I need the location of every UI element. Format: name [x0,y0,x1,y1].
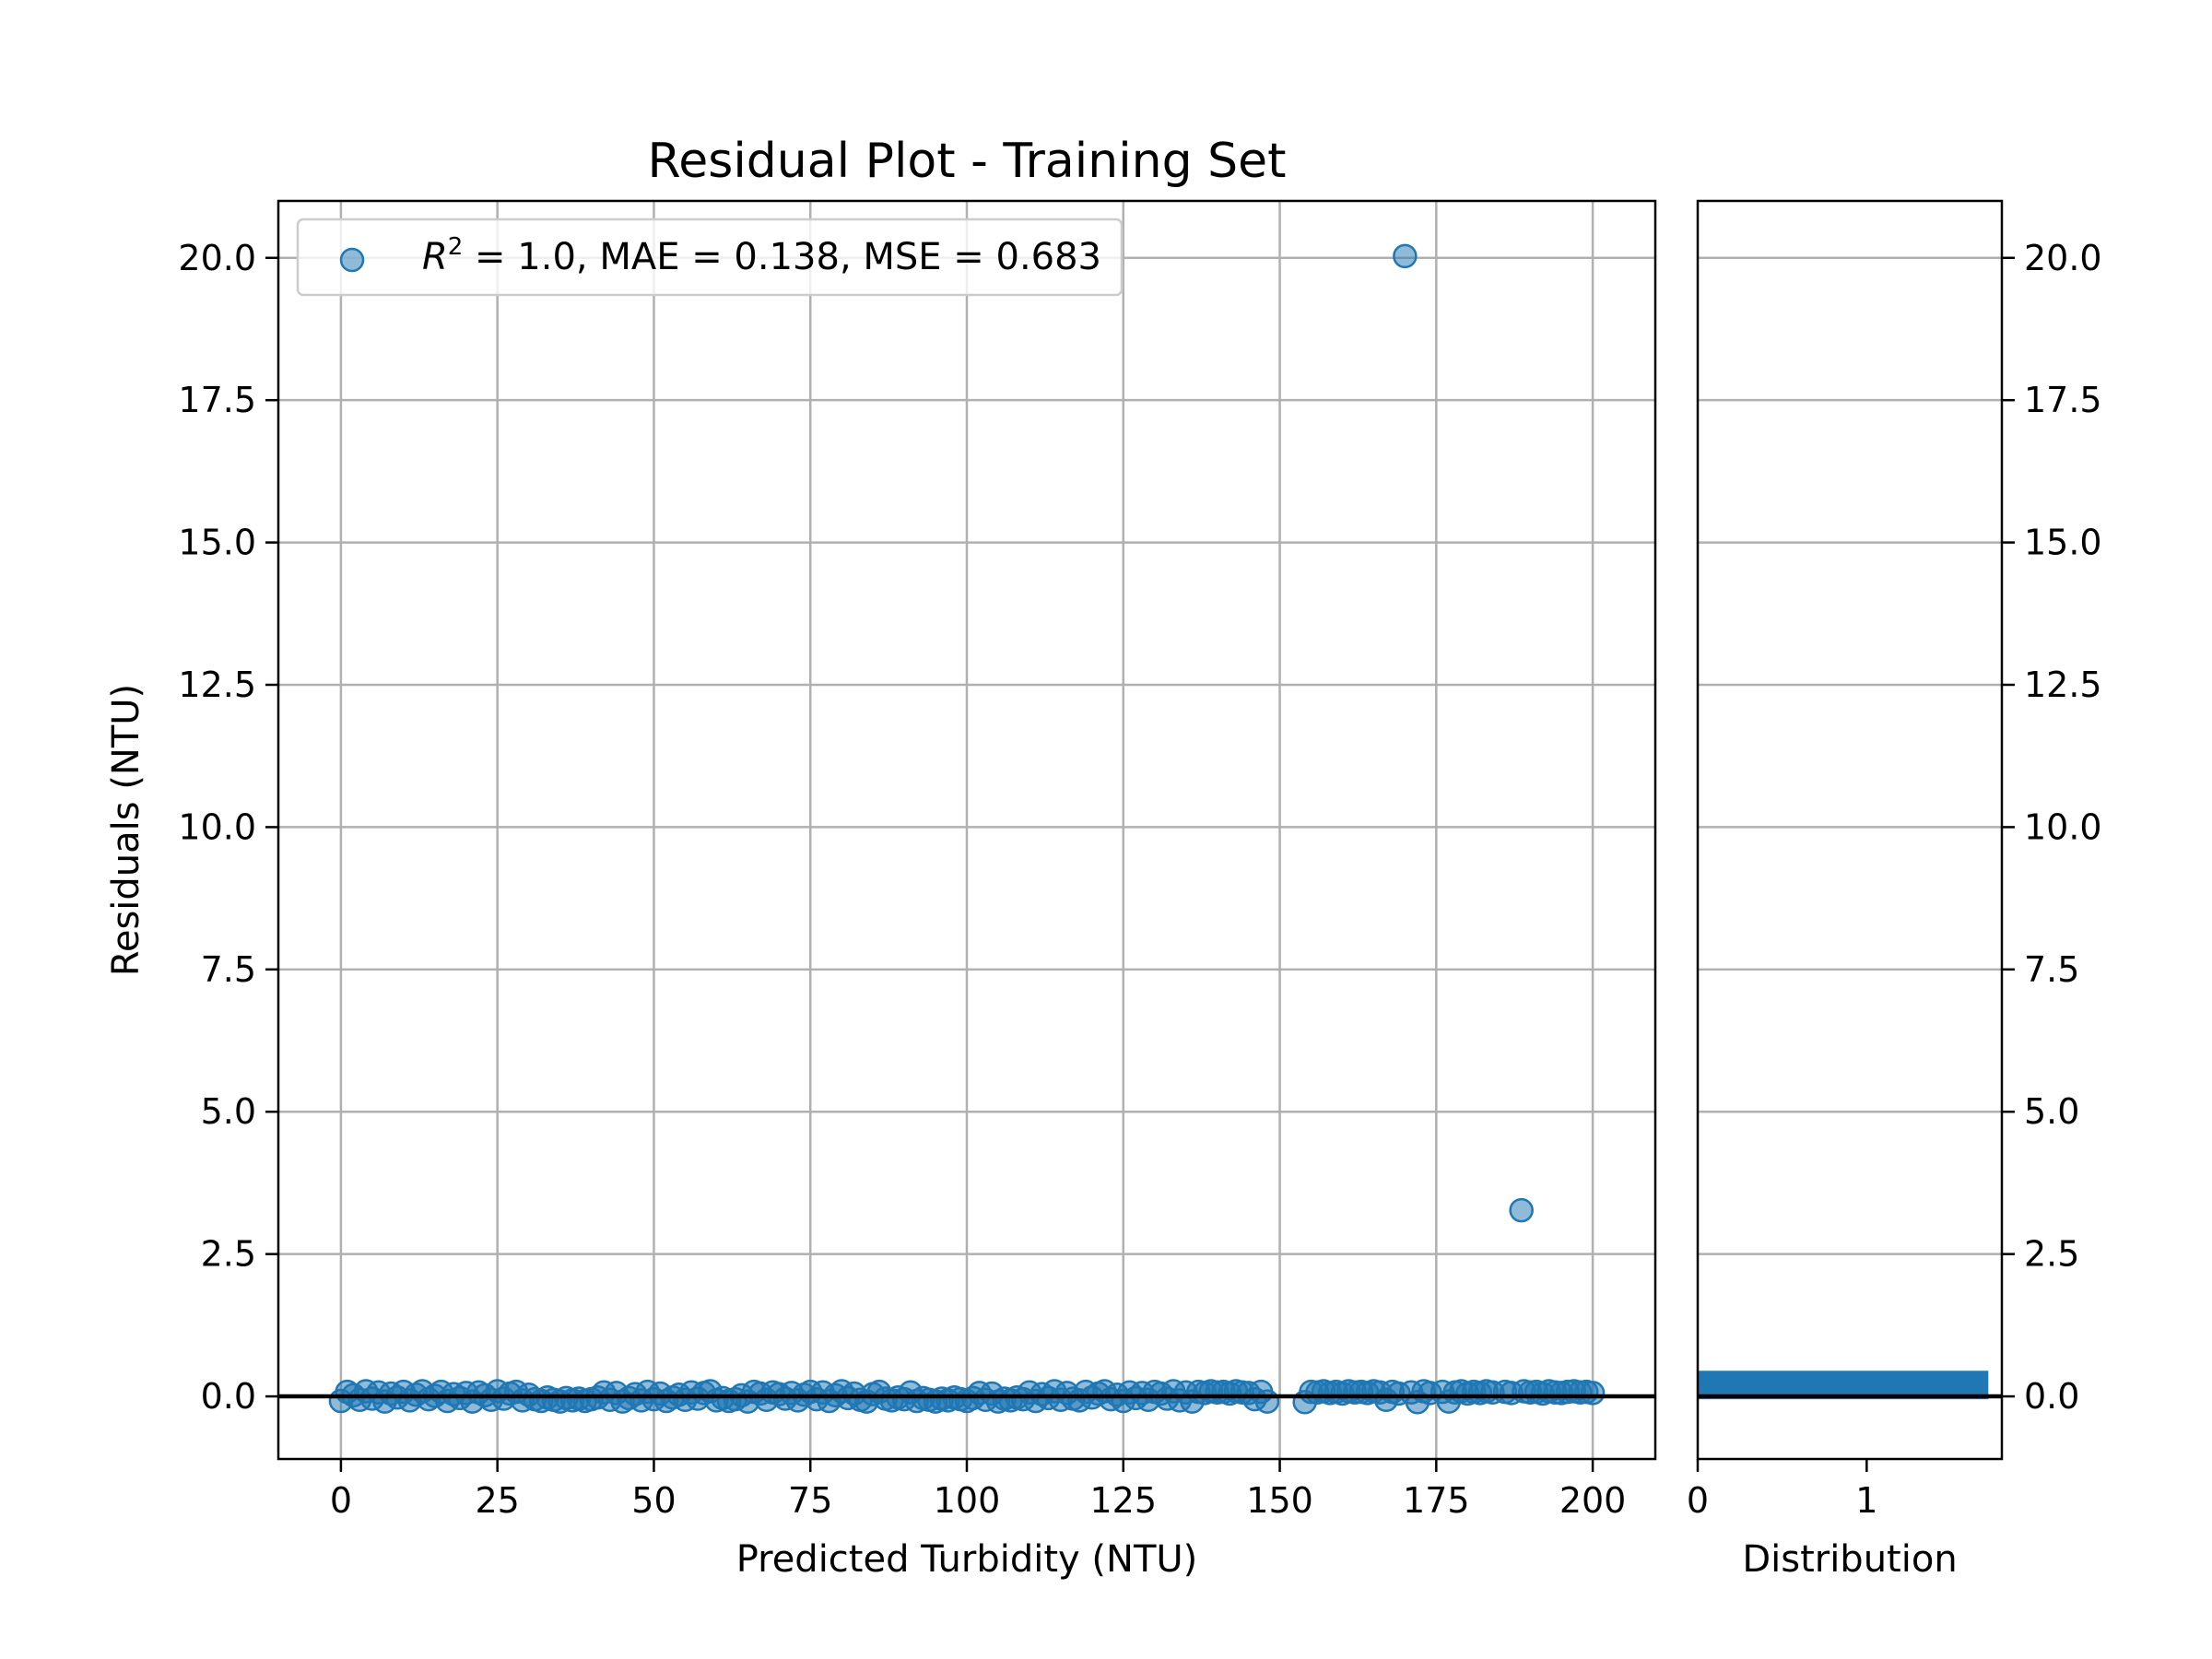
x-tick-label: 200 [1559,1480,1627,1521]
y-axis-label: Residuals (NTU) [105,684,147,976]
y-tick-label: 12.5 [178,665,256,705]
legend-marker [339,247,365,273]
distribution-y-tick-label: 10.0 [2024,806,2102,847]
x-tick-label: 150 [1246,1480,1313,1521]
distribution-y-tick-label: 15.0 [2024,523,2102,563]
x-tick-label: 125 [1090,1480,1158,1521]
residual-scatter-panel: 0 25 50 75 100 125 150 175 200 0.0 2.5 5.0 7.5 10.0 1… [105,134,1657,1581]
distribution-grid [1698,256,2002,1398]
distribution-axes-frame [1696,199,2004,1461]
distribution-y-ticks: 0.0 2.5 5.0 7.5 10.0 12.5 15.0 17.5 20.0 [2002,238,2102,1417]
main-x-ticks: 0 25 50 75 100 125 150 175 200 [330,1459,1627,1521]
x-tick-label: 75 [788,1480,832,1521]
distribution-y-tick-label: 7.5 [2024,949,2079,990]
x-axis-label: Predicted Turbidity (NTU) [736,1538,1198,1581]
legend-label: R2 = 1.0, MAE = 0.138, MSE = 0.683 [422,233,1101,278]
x-tick-label: 175 [1403,1480,1470,1521]
distribution-x-tick-label: 1 [1855,1480,1877,1521]
x-tick-label: 25 [476,1480,520,1521]
distribution-y-tick-label: 20.0 [2024,238,2102,278]
legend-r-symbol: R [422,236,448,278]
legend: R2 = 1.0, MAE = 0.138, MSE = 0.683 [296,218,1124,297]
y-tick-label: 2.5 [201,1234,256,1275]
y-tick-label: 5.0 [201,1091,256,1132]
distribution-y-tick-label: 2.5 [2024,1234,2079,1275]
distribution-y-tick-label: 17.5 [2024,380,2102,420]
distribution-x-tick-label: 0 [1687,1480,1709,1521]
x-tick-label: 50 [631,1480,676,1521]
y-tick-label: 10.0 [178,806,256,847]
y-tick-label: 17.5 [178,380,256,420]
legend-r-superscript: 2 [448,233,464,261]
data-point [1393,243,1418,269]
distribution-y-tick-label: 0.0 [2024,1376,2079,1417]
x-tick-label: 100 [934,1480,1001,1521]
distribution-axis-label: Distribution [1742,1538,1957,1581]
y-tick-label: 20.0 [178,238,256,278]
legend-metrics: = 1.0, MAE = 0.138, MSE = 0.683 [463,236,1101,278]
y-tick-label: 0.0 [201,1376,256,1417]
data-point [1254,1389,1280,1414]
chart-title: Residual Plot - Training Set [647,134,1286,189]
legend-box [296,218,1124,297]
distribution-y-tick-label: 12.5 [2024,665,2102,705]
y-tick-label: 15.0 [178,523,256,563]
data-point [1580,1381,1606,1406]
distribution-y-tick-label: 5.0 [2024,1091,2079,1132]
main-y-ticks: 0.0 2.5 5.0 7.5 10.0 12.5 15.0 17.5 20.0 [178,238,278,1417]
x-tick-label: 0 [330,1480,352,1521]
y-tick-label: 7.5 [201,949,256,990]
data-point [1509,1197,1534,1223]
